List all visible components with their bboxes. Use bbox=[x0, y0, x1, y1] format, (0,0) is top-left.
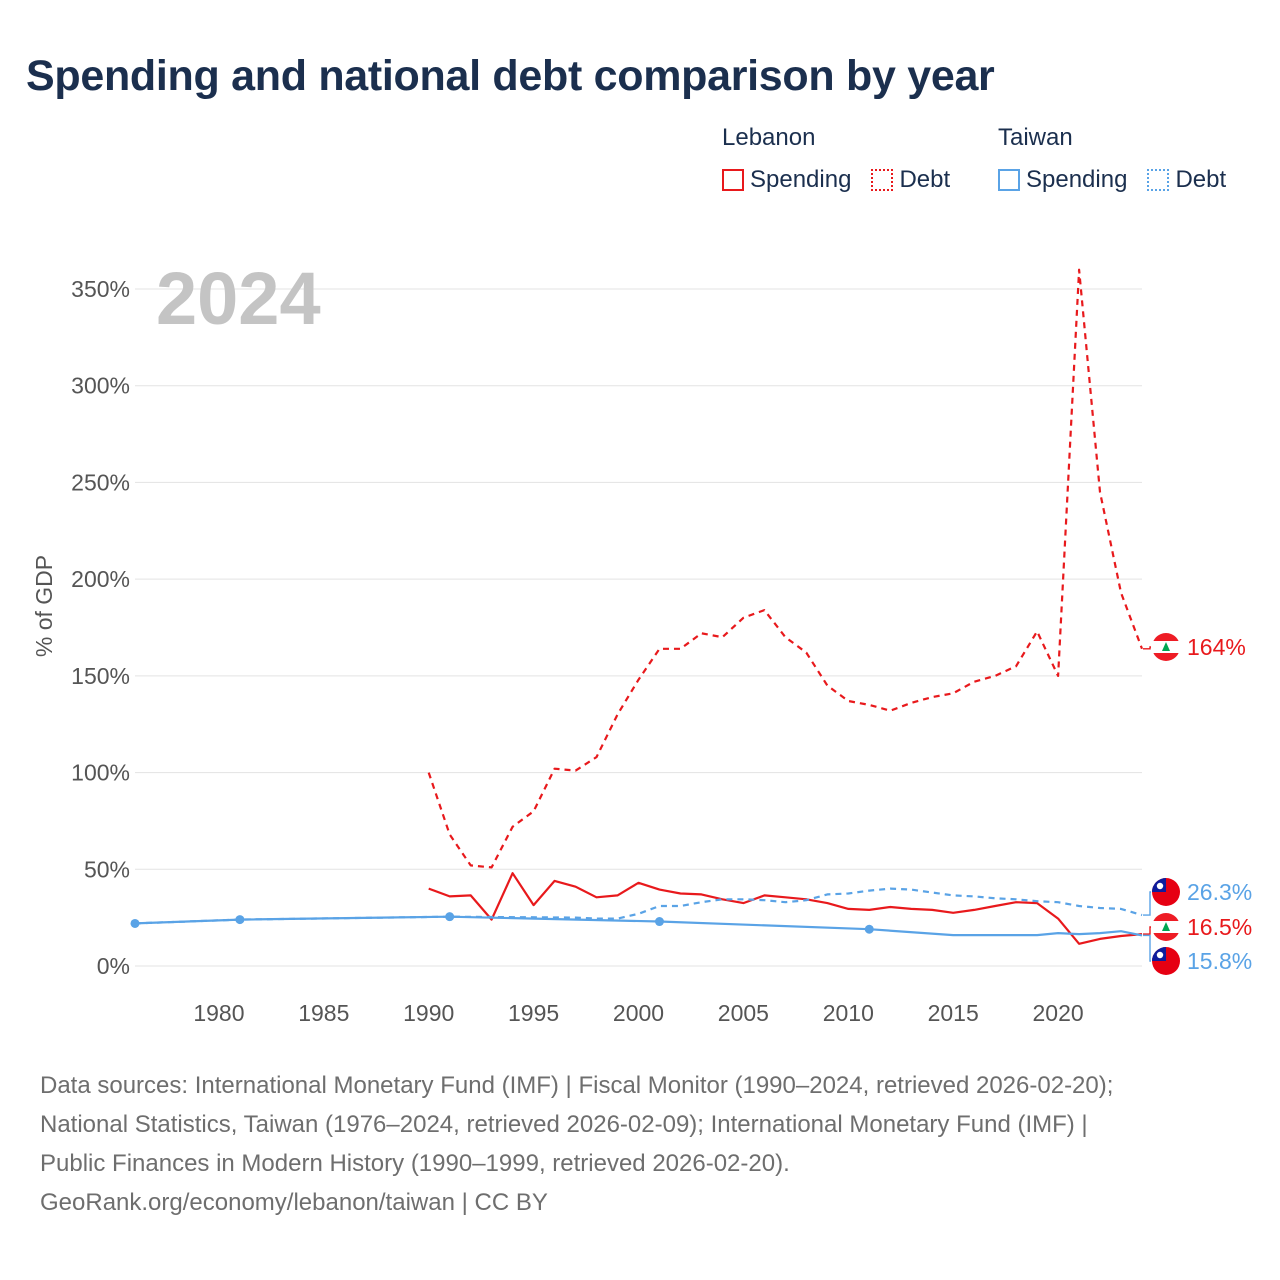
end-label-connector bbox=[1143, 934, 1151, 962]
sun-icon bbox=[1156, 882, 1164, 890]
legend-group-taiwan: Taiwan Spending Debt bbox=[998, 124, 1226, 194]
x-tick-label: 2010 bbox=[823, 1000, 874, 1026]
y-axis-ticks: 0% 50% 100% 150% 200% 250% 300% 350% bbox=[71, 276, 130, 979]
data-point bbox=[654, 917, 664, 927]
legend-label-taiwan-debt: Debt bbox=[1175, 166, 1227, 193]
series-lines bbox=[130, 268, 1144, 945]
x-tick-label: 1995 bbox=[508, 1000, 559, 1026]
x-tick-label: 2005 bbox=[718, 1000, 769, 1026]
footer-credit[interactable]: GeoRank.org/economy/lebanon/taiwan | CC … bbox=[40, 1189, 548, 1216]
y-tick-label: 300% bbox=[71, 373, 130, 399]
legend-label-lebanon-debt: Debt bbox=[899, 166, 951, 193]
end-value-label: 16.5% bbox=[1187, 914, 1252, 940]
grid-lines bbox=[135, 288, 1142, 967]
end-value-label: 15.8% bbox=[1187, 948, 1252, 974]
legend-label-taiwan-spending: Spending bbox=[1026, 166, 1128, 193]
legend-group-lebanon: Lebanon Spending Debt bbox=[722, 124, 950, 194]
legend-swatch-solid-icon bbox=[998, 169, 1020, 191]
series-line-lebanon-spending bbox=[428, 872, 1143, 945]
legend-title-taiwan: Taiwan bbox=[998, 124, 1073, 151]
y-tick-label: 150% bbox=[71, 663, 130, 689]
y-tick-label: 350% bbox=[71, 276, 130, 302]
legend-item-taiwan-spending[interactable]: Spending bbox=[998, 166, 1127, 194]
x-tick-label: 2015 bbox=[928, 1000, 979, 1026]
x-tick-label: 2000 bbox=[613, 1000, 664, 1026]
legend-swatch-dotted-icon bbox=[1147, 169, 1170, 191]
footer: Data sources: International Monetary Fun… bbox=[40, 1066, 1113, 1222]
legend-item-lebanon-debt[interactable]: Debt bbox=[871, 166, 950, 194]
footer-sources-line-1: Data sources: International Monetary Fun… bbox=[40, 1072, 1114, 1099]
sun-icon bbox=[1156, 951, 1164, 959]
data-point bbox=[445, 912, 455, 922]
x-tick-label: 2020 bbox=[1032, 1000, 1083, 1026]
end-value-label: 26.3% bbox=[1187, 879, 1252, 905]
y-tick-label: 100% bbox=[71, 760, 130, 786]
y-tick-label: 200% bbox=[71, 566, 130, 592]
cedar-tree-icon bbox=[1162, 642, 1170, 651]
end-label-connector bbox=[1143, 891, 1151, 916]
data-point bbox=[864, 924, 874, 934]
end-label-connector bbox=[1143, 646, 1151, 650]
data-point bbox=[130, 918, 140, 928]
x-tick-label: 1985 bbox=[298, 1000, 349, 1026]
end-value-label: 164% bbox=[1187, 634, 1246, 660]
y-tick-label: 50% bbox=[84, 856, 130, 882]
y-axis-label: % of GDP bbox=[31, 555, 57, 657]
legend-item-lebanon-spending[interactable]: Spending bbox=[722, 166, 851, 194]
y-tick-label: 0% bbox=[97, 953, 130, 979]
x-axis-ticks: 1980 1985 1990 1995 2000 2005 2010 2015 2020 bbox=[193, 1000, 1083, 1026]
year-watermark: 2024 bbox=[156, 257, 321, 340]
legend-item-taiwan-debt[interactable]: Debt bbox=[1147, 166, 1226, 194]
footer-sources-line-3: Public Finances in Modern History (1990–… bbox=[40, 1150, 790, 1177]
x-tick-label: 1980 bbox=[193, 1000, 244, 1026]
legend-swatch-solid-icon bbox=[722, 169, 744, 191]
data-point bbox=[235, 915, 245, 925]
legend-label-lebanon-spending: Spending bbox=[750, 166, 852, 193]
chart-title: Spending and national debt comparison by… bbox=[26, 52, 995, 100]
series-line-lebanon-debt bbox=[427, 268, 1144, 869]
cedar-tree-icon bbox=[1162, 922, 1170, 931]
legend-title-lebanon: Lebanon bbox=[722, 124, 816, 151]
x-tick-label: 1990 bbox=[403, 1000, 454, 1026]
series-line-taiwan-debt bbox=[134, 887, 1143, 925]
legend-swatch-dotted-icon bbox=[871, 169, 894, 191]
footer-sources-line-2: National Statistics, Taiwan (1976–2024, … bbox=[40, 1111, 1088, 1138]
end-label-connector bbox=[1143, 926, 1151, 935]
end-labels: 164% 26.3% 16.5% 15.8% bbox=[1143, 633, 1252, 975]
y-tick-label: 250% bbox=[71, 469, 130, 495]
series-line-taiwan-spending bbox=[134, 915, 1143, 937]
